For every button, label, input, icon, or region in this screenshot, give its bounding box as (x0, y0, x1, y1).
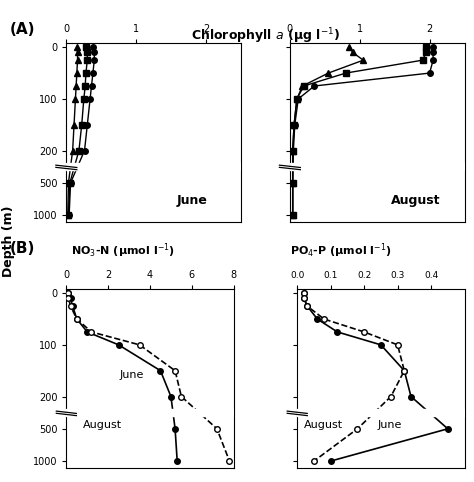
Bar (297, 409, 465, 416)
Text: June: June (377, 420, 402, 430)
Text: Chlorophyll $a$ (μg l$^{-1}$): Chlorophyll $a$ (μg l$^{-1}$) (191, 27, 340, 46)
Text: PO$_4$-P (μmol l$^{-1}$): PO$_4$-P (μmol l$^{-1}$) (291, 241, 392, 260)
Text: (A): (A) (9, 22, 35, 37)
Bar (66, 163, 241, 170)
Text: NO$_3$-N (μmol l$^{-1}$): NO$_3$-N (μmol l$^{-1}$) (71, 241, 175, 260)
Text: August: August (304, 420, 343, 430)
Text: June: June (120, 371, 144, 380)
Text: June: June (177, 194, 208, 207)
Text: August: August (83, 420, 122, 430)
Bar (66, 409, 234, 416)
Text: (B): (B) (9, 241, 35, 256)
Bar (290, 163, 465, 170)
Text: Depth (m): Depth (m) (2, 205, 15, 277)
Text: August: August (391, 194, 440, 207)
